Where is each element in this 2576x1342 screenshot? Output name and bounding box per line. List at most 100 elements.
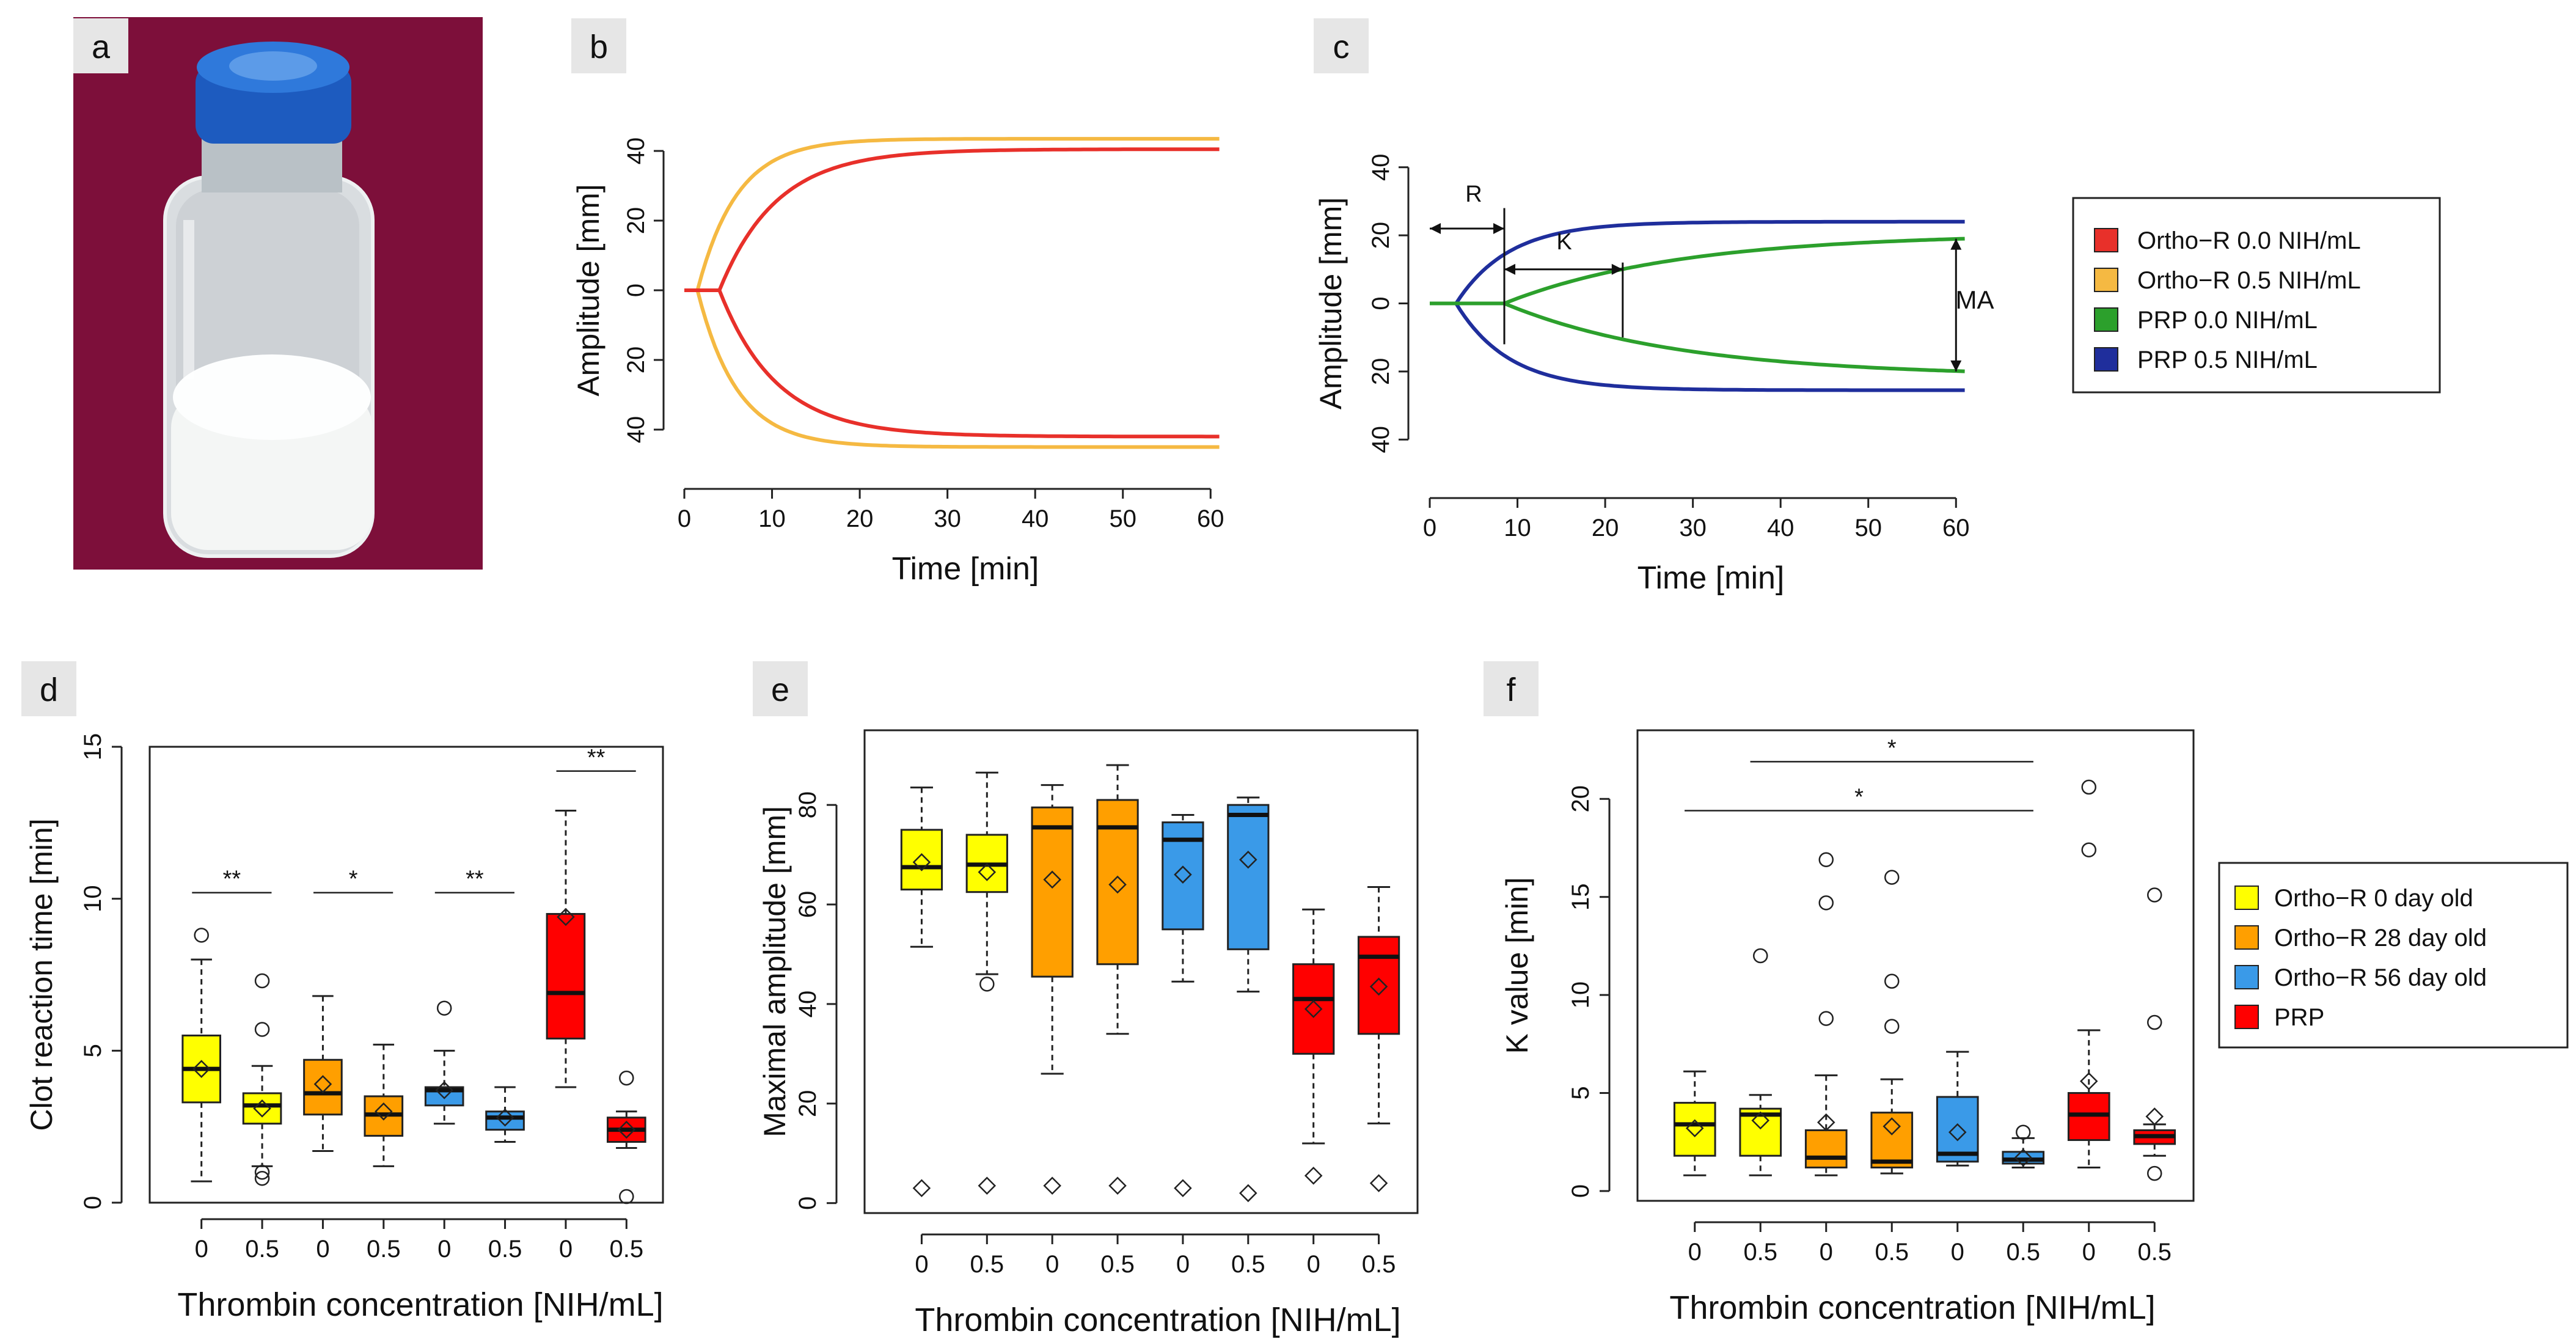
x-tick-label: 10: [1504, 515, 1531, 541]
mean-marker: [978, 863, 997, 881]
y-tick-label: 5: [1567, 1086, 1594, 1099]
extra-diamond: [912, 1179, 931, 1198]
legend-swatch: [2094, 307, 2118, 332]
legend-item: Ortho−R 56 day old: [2234, 964, 2487, 991]
y-tick-label: 40: [1367, 153, 1394, 181]
legend-swatch: [2234, 1005, 2259, 1029]
box-5: [1227, 796, 1270, 993]
extra-diamond: [1239, 1184, 1257, 1203]
series-line-lower: [1430, 301, 1965, 392]
outlier-point: [436, 1000, 452, 1016]
box-7: [2133, 887, 2176, 1181]
significance-label: *: [349, 867, 358, 892]
x-tick-label: 0: [2082, 1239, 2096, 1266]
y-tick-label: 40: [794, 991, 821, 1018]
x-tick-label: 10: [758, 505, 786, 532]
series-line-lower: [684, 288, 1220, 439]
legend-frame: [2218, 862, 2569, 1049]
box-0: [1673, 1070, 1716, 1176]
y-tick-label: 20: [1367, 358, 1394, 386]
box-3: [364, 1043, 404, 1167]
outlier-point: [1884, 870, 1900, 885]
panel-label-a: a: [92, 29, 111, 65]
outlier-point: [194, 928, 209, 943]
x-axis-label: Time [min]: [892, 551, 1039, 587]
chart-f: 0 5 10 15 20 0 0.5 0 0.5 0 0.5 0 0.5 Thrombin concent…: [1500, 729, 2195, 1326]
mean-marker: [2014, 1148, 2033, 1167]
panel-label-f: f: [1506, 672, 1516, 708]
box-2: [303, 995, 343, 1152]
box-5: [2002, 1124, 2045, 1168]
outlier-point: [254, 1170, 270, 1186]
panel-c: c 40 20 0 20 40 0 10 20 30 40 50 60 Time [min] Amplit…: [1314, 18, 1994, 596]
x-tick-label: 30: [934, 505, 961, 532]
significance-label: **: [223, 867, 241, 892]
outlier-point: [2081, 842, 2096, 857]
legend-label: PRP 0.5 NIH/mL: [2137, 346, 2318, 373]
panel-label-b: b: [590, 29, 608, 65]
legend-item: Ortho−R 0.5 NIH/mL: [2094, 267, 2361, 294]
significance-label: **: [466, 867, 484, 892]
ma-arrow-head: [1950, 238, 1962, 250]
x-tick-label: 0: [1045, 1251, 1059, 1278]
panel-a: a: [73, 17, 483, 570]
y-axis-label: Clot reaction time [min]: [24, 818, 59, 1131]
legend-swatch: [2094, 347, 2118, 372]
annotation-labels: R K MA: [1465, 182, 1994, 314]
box-iqr: [900, 829, 943, 891]
legend-item: Ortho−R 28 day old: [2234, 925, 2487, 952]
y-tick-label: 0: [1367, 296, 1394, 310]
legend-label: Ortho−R 0 day old: [2274, 885, 2473, 912]
panel-label-box: [571, 18, 626, 73]
mean-marker: [1817, 1113, 1835, 1132]
series-line-upper: [684, 137, 1220, 292]
legend-label: PRP 0.0 NIH/mL: [2137, 307, 2318, 334]
y-tick-label: 40: [623, 416, 649, 444]
y-tick-label: 20: [1367, 222, 1394, 249]
legend-top: Ortho−R 0.0 NIH/mL Ortho−R 0.5 NIH/mL PR…: [2072, 197, 2441, 394]
y-tick-label: 0: [623, 284, 649, 297]
mean-marker: [1883, 1117, 1901, 1135]
outlier-point: [1884, 1019, 1900, 1034]
box-0: [900, 787, 943, 948]
mean-marker: [2079, 1072, 2098, 1091]
box-iqr: [1804, 1129, 1848, 1168]
legend-label: PRP: [2274, 1004, 2324, 1031]
y-tick-label: 10: [79, 885, 106, 912]
legend-label: Ortho−R 0.0 NIH/mL: [2137, 227, 2361, 254]
x-tick-label: 0: [1307, 1251, 1320, 1278]
box-iqr: [242, 1092, 282, 1125]
mean-marker: [435, 1081, 453, 1099]
y-tick-label: 0: [79, 1196, 106, 1209]
box-1: [1739, 948, 1782, 1176]
mean-marker: [253, 1099, 271, 1118]
legend-label: Ortho−R 28 day old: [2274, 925, 2487, 952]
x-tick-label: 0: [1176, 1251, 1190, 1278]
r-arrow-head: [1430, 222, 1441, 234]
mean-marker: [2145, 1107, 2164, 1126]
ma-arrow-head: [1950, 360, 1962, 372]
annotation-ma: MA: [1956, 285, 1994, 314]
box-iqr: [1227, 804, 1270, 950]
panel-f: f 0 5 10 15 20 0 0.5 0 0.5 0 0.5 0 0.5 Thrombin conce…: [1484, 661, 2195, 1326]
box-iqr: [1031, 806, 1074, 978]
legend-swatch: [2234, 925, 2259, 950]
plot-frame: [1636, 729, 2195, 1202]
box-6: [1292, 908, 1335, 1145]
legend-item: PRP 0.0 NIH/mL: [2094, 307, 2318, 334]
legend-bottom: Ortho−R 0 day old Ortho−R 28 day old Ort…: [2218, 862, 2569, 1049]
x-tick-label: 40: [1767, 515, 1795, 541]
mean-marker: [313, 1075, 332, 1093]
box-2: [1031, 784, 1074, 1075]
series-line-lower: [684, 288, 1220, 449]
box-iqr: [1292, 963, 1335, 1055]
x-tick-label: 0.5: [970, 1251, 1004, 1278]
y-tick-label: 0: [1567, 1184, 1594, 1198]
legend-swatch: [2234, 965, 2259, 989]
significance-label: **: [587, 745, 606, 771]
legend-swatch: [2094, 228, 2118, 252]
mean-marker: [1685, 1119, 1704, 1138]
legend-item: PRP 0.5 NIH/mL: [2094, 346, 2318, 373]
annotation-r: R: [1465, 182, 1482, 207]
